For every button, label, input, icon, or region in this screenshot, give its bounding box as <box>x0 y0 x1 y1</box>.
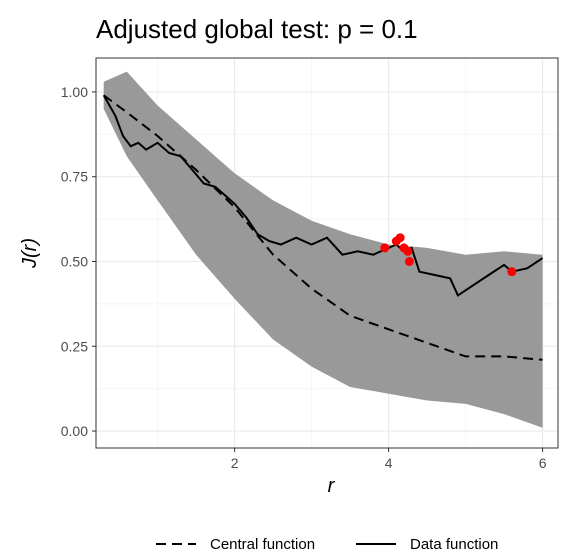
y-tick-label: 1.00 <box>61 84 88 100</box>
x-axis-title: r <box>328 475 336 497</box>
y-axis-title: J(r) <box>19 238 41 269</box>
outside-point <box>380 243 390 253</box>
data-function-line <box>102 94 544 297</box>
outside-point <box>403 246 413 256</box>
outside-point <box>395 233 405 243</box>
outside-point <box>404 256 414 266</box>
y-tick-label: 0.75 <box>61 169 88 185</box>
outside-points <box>380 233 517 277</box>
y-tick-label: 0.50 <box>61 253 88 269</box>
legend-label-data: Data function <box>410 536 498 553</box>
x-axis: 2 4 6 <box>231 448 547 471</box>
legend-label-central: Central function <box>210 536 315 553</box>
outside-point <box>507 267 517 277</box>
x-tick-label: 6 <box>539 455 547 471</box>
chart-title: Adjusted global test: p = 0.1 <box>96 14 418 44</box>
central-function-line <box>103 94 543 361</box>
x-tick-label: 2 <box>231 455 239 471</box>
x-tick-label: 4 <box>385 455 393 471</box>
y-tick-label: 0.00 <box>61 423 88 439</box>
legend: Central function Data function <box>156 536 498 553</box>
y-axis: 0.00 0.25 0.50 0.75 1.00 <box>61 84 96 439</box>
envelope-band <box>103 71 543 428</box>
y-tick-label: 0.25 <box>61 338 88 354</box>
plot-border <box>95 57 559 449</box>
